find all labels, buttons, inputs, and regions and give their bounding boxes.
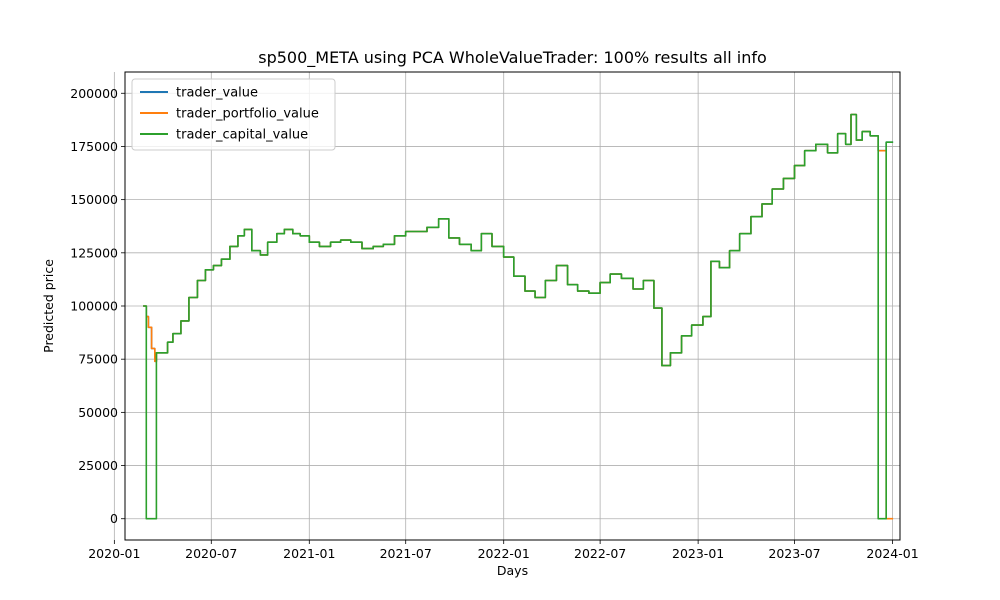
y-tick-label: 200000 — [70, 86, 118, 101]
y-tick-label: 100000 — [70, 299, 118, 314]
x-axis-label: Days — [497, 563, 528, 578]
x-tick-label: 2020-01 — [88, 546, 140, 561]
y-tick-label: 0 — [110, 511, 118, 526]
series-line-trader-value — [143, 113, 894, 367]
axis-ticks: 0 25000 50000 75000 100000 125000 150000 175000… — [70, 86, 918, 561]
series-line-trader-portfolio-value — [143, 113, 894, 520]
legend-label-trader-portfolio-value: trader_portfolio_value — [176, 107, 319, 122]
x-tick-label: 2023-01 — [672, 546, 724, 561]
legend-label-trader-value: trader_value — [176, 86, 258, 101]
y-tick-label: 175000 — [70, 139, 118, 154]
y-tick-label: 125000 — [70, 245, 118, 260]
series-line-trader-capital-value — [143, 113, 894, 520]
y-axis-label: Predicted price — [41, 259, 56, 353]
x-tick-label: 2021-01 — [283, 546, 335, 561]
y-tick-label: 150000 — [70, 192, 118, 207]
legend-box — [131, 78, 336, 151]
y-tick-label: 25000 — [78, 458, 118, 473]
x-tick-label: 2024-01 — [866, 546, 918, 561]
series-layer — [143, 113, 894, 520]
y-tick-label: 50000 — [78, 405, 118, 420]
x-tick-label: 2021-07 — [380, 546, 432, 561]
x-tick-label: 2022-07 — [574, 546, 626, 561]
x-tick-label: 2022-01 — [478, 546, 530, 561]
x-tick-label: 2023-07 — [768, 546, 820, 561]
chart-title: sp500_META using PCA WholeValueTrader: 1… — [258, 48, 767, 68]
legend: trader_value trader_portfolio_valuetrader… — [131, 78, 336, 151]
x-tick-label: 2020-07 — [185, 546, 237, 561]
legend-label-trader-capital-value: trader_capital_value — [176, 128, 308, 143]
y-tick-label: 75000 — [78, 352, 118, 367]
